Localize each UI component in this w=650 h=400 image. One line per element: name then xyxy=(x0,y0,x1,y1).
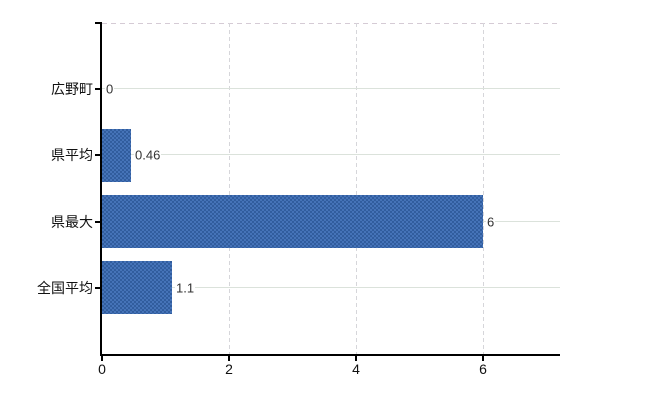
category-label: 広野町 xyxy=(51,81,93,97)
vertical-gridline xyxy=(483,23,484,354)
y-axis-tick xyxy=(95,287,101,289)
x-tick-label: 0 xyxy=(98,361,106,377)
category-label: 県平均 xyxy=(51,147,93,163)
plot-top-border xyxy=(102,23,560,24)
y-axis-tick xyxy=(95,88,101,90)
x-tick-label: 6 xyxy=(479,361,487,377)
y-axis-tick xyxy=(95,154,101,156)
x-axis-tick xyxy=(355,356,357,361)
bar-value-label: 1.1 xyxy=(175,280,196,296)
category-label: 県最大 xyxy=(51,214,93,230)
bar-value-label: 0.46 xyxy=(134,147,162,163)
bar xyxy=(102,129,131,182)
x-axis-tick xyxy=(482,356,484,361)
y-axis-tick xyxy=(95,22,102,24)
x-tick-label: 4 xyxy=(352,361,360,377)
bar-value-label: 0 xyxy=(105,81,115,97)
category-label: 全国平均 xyxy=(37,280,93,296)
vertical-gridline xyxy=(229,23,230,354)
bar xyxy=(102,261,172,314)
x-axis-tick xyxy=(101,356,103,361)
y-axis-tick xyxy=(95,221,101,223)
x-tick-label: 2 xyxy=(225,361,233,377)
bar xyxy=(102,195,483,248)
y-axis-line xyxy=(100,23,102,356)
bar-value-label: 6 xyxy=(486,214,496,230)
x-axis-tick xyxy=(228,356,230,361)
row-gridline xyxy=(102,154,560,155)
plot-area: 0 0.46 6 1.1 xyxy=(102,23,560,354)
row-gridline xyxy=(102,88,560,89)
x-axis-line xyxy=(100,354,560,356)
row-gridline xyxy=(102,287,560,288)
vertical-gridline xyxy=(356,23,357,354)
